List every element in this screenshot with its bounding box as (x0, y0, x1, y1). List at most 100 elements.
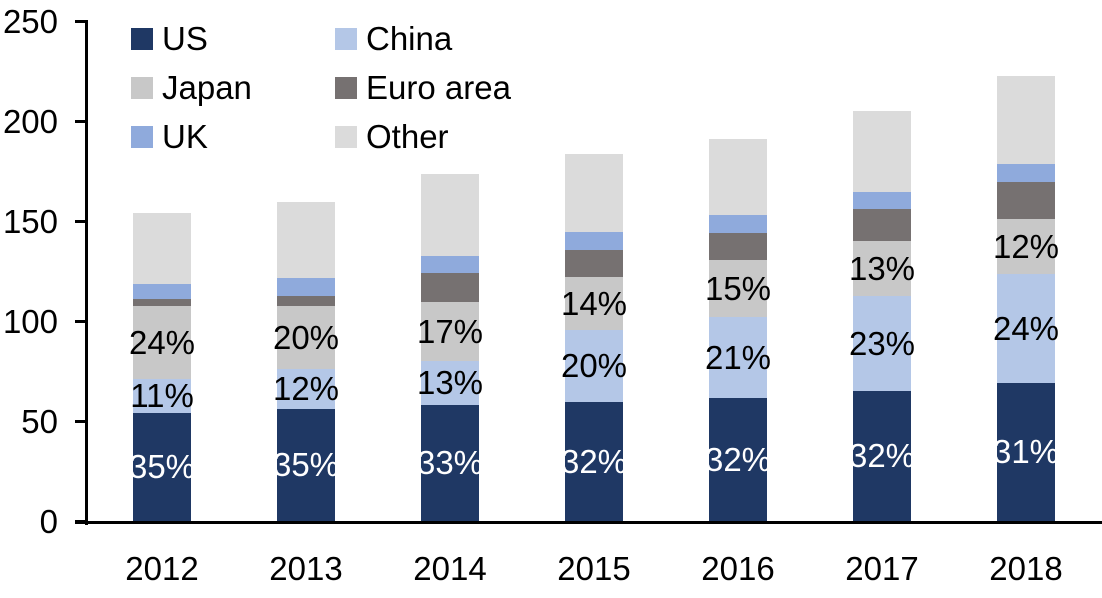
bar-label-china-2015: 20% (560, 347, 628, 384)
y-tick-mark-200 (75, 120, 86, 123)
x-tick-label-2016: 2016 (701, 550, 775, 587)
bar-label-japan-2015: 14% (560, 284, 628, 322)
bar-segment-other-2012 (133, 213, 191, 284)
bar-label-us-2013: 35% (272, 446, 340, 483)
bar-label-japan-2017: 13% (848, 249, 916, 287)
legend-item-euro-area: Euro area (335, 71, 511, 105)
y-tick-label-100: 100 (2, 303, 58, 340)
y-tick-mark-250 (75, 20, 86, 23)
bar-label-us-2015: 32% (560, 442, 628, 480)
legend-item-uk: UK (131, 120, 208, 154)
bar-segment-china-2015 (565, 330, 623, 402)
bar-segment-euro-area-2014 (421, 273, 479, 302)
bar-label-us-2012: 35% (128, 448, 196, 485)
bar-segment-china-2014 (421, 361, 479, 405)
legend-label-other: Other (366, 118, 449, 155)
bar-segment-uk-2012 (133, 284, 191, 299)
bar-segment-other-2017 (853, 111, 911, 192)
legend-item-china: China (335, 22, 452, 56)
bar-segment-japan-2015 (565, 277, 623, 330)
x-tick-label-2012: 2012 (125, 550, 199, 587)
bar-segment-china-2018 (997, 274, 1055, 383)
bar-label-us-2017: 32% (848, 437, 916, 474)
legend-swatch-us (131, 28, 153, 50)
x-tick-label-2014: 2014 (413, 550, 487, 587)
y-axis-line (85, 20, 88, 525)
bar-segment-japan-2017 (853, 241, 911, 296)
x-tick-label-2017: 2017 (845, 550, 919, 587)
bar-segment-japan-2016 (709, 260, 767, 317)
bar-label-us-2014: 33% (416, 444, 484, 481)
bar-label-japan-2012: 24% (128, 323, 196, 361)
bar-segment-euro-area-2012 (133, 299, 191, 306)
legend-swatch-uk (131, 126, 153, 148)
bar-label-china-2014: 13% (416, 364, 484, 401)
bar-segment-other-2018 (997, 76, 1055, 164)
bar-segment-uk-2013 (277, 278, 335, 296)
bar-segment-uk-2015 (565, 232, 623, 250)
legend-swatch-other (335, 126, 357, 148)
bar-label-china-2017: 23% (848, 324, 916, 362)
legend-swatch-japan (131, 77, 153, 99)
x-tick-label-2013: 2013 (269, 550, 343, 587)
bar-label-china-2012: 11% (130, 377, 194, 414)
bar-label-china-2016: 21% (704, 338, 772, 376)
bar-segment-uk-2018 (997, 164, 1055, 182)
y-tick-label-250: 250 (2, 3, 58, 40)
bar-label-china-2013: 12% (272, 370, 340, 407)
y-tick-label-0: 0 (39, 503, 58, 540)
bar-segment-euro-area-2013 (277, 296, 335, 306)
bar-label-us-2016: 32% (704, 440, 772, 478)
bar-segment-japan-2013 (277, 306, 335, 369)
legend-swatch-euro-area (335, 77, 357, 99)
legend-item-japan: Japan (131, 71, 252, 105)
bar-segment-japan-2014 (421, 302, 479, 361)
bar-segment-japan-2018 (997, 219, 1055, 274)
bar-segment-us-2016 (709, 398, 767, 521)
bar-segment-other-2014 (421, 174, 479, 256)
x-tick-label-2018: 2018 (989, 550, 1063, 587)
bar-segment-other-2016 (709, 139, 767, 215)
legend-item-other: Other (335, 120, 449, 154)
bar-segment-euro-area-2018 (997, 182, 1055, 219)
y-tick-mark-50 (75, 420, 86, 423)
bar-segment-china-2017 (853, 296, 911, 391)
legend-item-us: US (131, 22, 208, 56)
x-tick-label-2015: 2015 (557, 550, 631, 587)
bar-segment-other-2015 (565, 154, 623, 232)
legend-swatch-china (335, 28, 357, 50)
bar-segment-euro-area-2016 (709, 233, 767, 260)
bar-label-us-2018: 31% (992, 433, 1060, 470)
bar-segment-us-2017 (853, 391, 911, 521)
x-axis-line (75, 521, 1102, 524)
y-tick-label-50: 50 (21, 403, 58, 440)
bar-segment-us-2013 (277, 409, 335, 521)
bar-segment-china-2016 (709, 317, 767, 398)
legend-label-euro-area: Euro area (366, 69, 511, 106)
bar-segment-us-2012 (133, 413, 191, 521)
bar-segment-euro-area-2015 (565, 250, 623, 277)
bar-label-japan-2018: 12% (992, 227, 1060, 265)
y-tick-label-200: 200 (2, 103, 58, 140)
bar-label-japan-2013: 20% (272, 318, 340, 356)
bar-segment-uk-2017 (853, 192, 911, 209)
y-tick-label-150: 150 (2, 203, 58, 240)
bar-label-china-2018: 24% (992, 309, 1060, 347)
bar-segment-uk-2014 (421, 256, 479, 273)
legend-label-japan: Japan (162, 69, 252, 106)
bar-segment-us-2018 (997, 383, 1055, 521)
bar-segment-uk-2016 (709, 215, 767, 233)
y-tick-mark-150 (75, 220, 86, 223)
y-tick-mark-0 (75, 520, 86, 523)
bar-segment-china-2013 (277, 369, 335, 409)
bar-segment-japan-2012 (133, 306, 191, 379)
bar-segment-other-2013 (277, 202, 335, 278)
legend-label-china: China (366, 20, 453, 57)
legend-label-uk: UK (162, 118, 208, 155)
bar-label-japan-2016: 15% (704, 269, 772, 307)
bar-segment-euro-area-2017 (853, 209, 911, 241)
bar-segment-china-2012 (133, 379, 191, 413)
bar-segment-us-2014 (421, 405, 479, 521)
bar-segment-us-2015 (565, 402, 623, 521)
